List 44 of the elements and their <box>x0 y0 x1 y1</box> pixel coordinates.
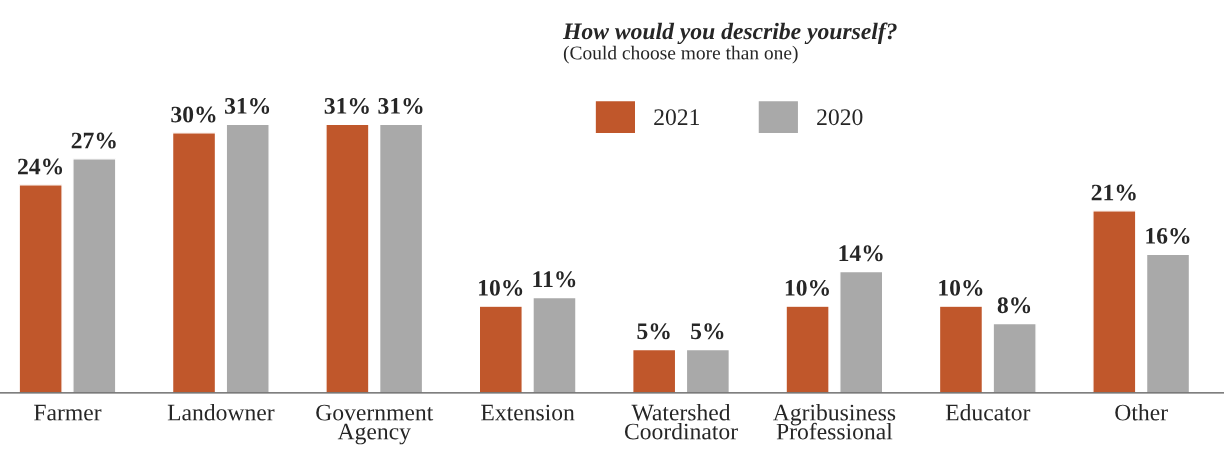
bar <box>785 305 830 393</box>
data-label: 10% <box>479 279 523 296</box>
data-label: 8% <box>997 297 1031 314</box>
x-tick-label: Other <box>1115 403 1168 421</box>
x-tick-label: Extension <box>481 404 575 421</box>
bar <box>325 123 370 393</box>
data-label: 24% <box>18 158 63 175</box>
bar <box>992 322 1037 393</box>
bar <box>72 158 117 393</box>
data-label: 5% <box>691 323 724 340</box>
bar <box>839 270 884 393</box>
bar <box>171 132 217 393</box>
bar <box>532 296 577 393</box>
chart-subtitle: (Could choose more than one) <box>563 45 798 64</box>
data-label: 27% <box>71 132 116 149</box>
legend-label: 2020 <box>817 109 863 126</box>
bar <box>938 305 984 393</box>
bar <box>1145 253 1191 393</box>
data-label: 21% <box>1091 184 1136 201</box>
x-tick-label: Landowner <box>167 403 275 421</box>
bar <box>1092 210 1137 393</box>
bar <box>225 123 270 393</box>
x-tick-label: Farmer <box>34 404 102 421</box>
data-label: 5% <box>637 323 670 340</box>
bar <box>378 123 424 393</box>
bar <box>18 184 63 393</box>
data-label: 31% <box>324 97 369 114</box>
bar <box>685 348 731 393</box>
data-label: 31% <box>378 97 423 114</box>
bar <box>632 348 677 393</box>
chart-title: How would you describe yourself? <box>562 22 897 45</box>
x-tick-label: Government Agency <box>316 404 434 445</box>
data-label: 16% <box>1146 227 1190 244</box>
data-label: 11% <box>533 271 576 288</box>
x-tick-label: Watershed Coordinator <box>624 403 738 440</box>
x-tick-label: Educator <box>945 403 1031 421</box>
bar <box>478 305 523 393</box>
data-label: 10% <box>785 279 829 296</box>
legend-label: 2021 <box>654 109 699 126</box>
data-label: 31% <box>224 97 270 114</box>
data-label: 14% <box>839 245 883 262</box>
x-tick-label: Agribusiness Professional <box>772 403 896 440</box>
data-label: 30% <box>171 106 216 123</box>
data-label: 10% <box>939 279 983 296</box>
